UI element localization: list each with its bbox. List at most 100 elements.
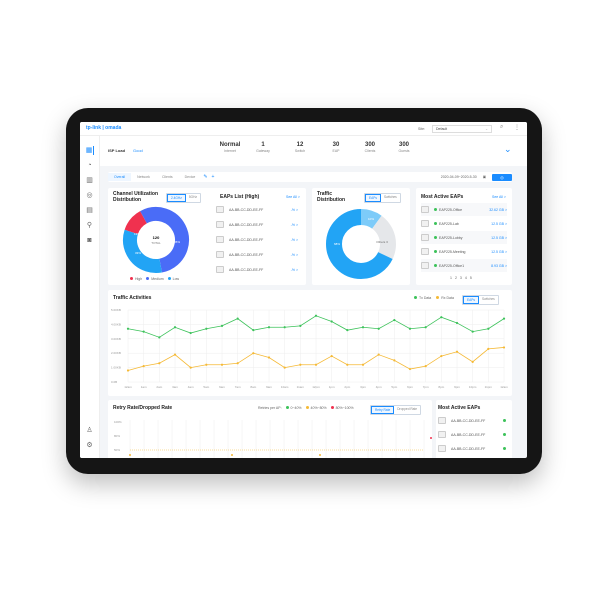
active-eap-row[interactable]: EAP225-Office1 8.93 GB > xyxy=(421,259,507,272)
data-point[interactable] xyxy=(220,363,224,366)
eap-value[interactable]: -% > xyxy=(290,267,298,272)
toggle-eaps[interactable]: EAPs xyxy=(365,194,381,202)
data-point[interactable] xyxy=(283,366,286,369)
eap-row[interactable]: AA-BB-CC-DD-EE-FF -% > xyxy=(216,263,298,276)
data-point[interactable] xyxy=(393,318,396,322)
data-point[interactable] xyxy=(205,363,208,366)
data-point[interactable] xyxy=(252,329,255,332)
toggle-dropped-rate[interactable]: Dropped Rate xyxy=(397,407,418,411)
toggle-eaps[interactable]: EAPs xyxy=(463,296,479,304)
eap-value[interactable]: -% > xyxy=(290,222,298,227)
data-point[interactable] xyxy=(487,327,490,330)
data-point[interactable] xyxy=(158,362,161,365)
eap-row[interactable]: AA-BB-CC-DD-EE-FF -% > xyxy=(216,203,298,216)
page-4[interactable]: 4 xyxy=(464,276,467,280)
data-point[interactable] xyxy=(361,363,365,366)
data-point[interactable] xyxy=(393,359,396,362)
tab-network[interactable]: Network xyxy=(137,175,150,179)
data-point[interactable] xyxy=(440,354,443,358)
dashboard-icon[interactable]: ▦ xyxy=(85,146,94,155)
data-point[interactable] xyxy=(299,363,302,366)
tab-device[interactable]: Device xyxy=(184,175,196,179)
data-point[interactable] xyxy=(330,354,333,358)
data-point[interactable] xyxy=(408,367,412,371)
refresh-button[interactable]: ◎ xyxy=(492,173,512,181)
active-eap-row[interactable]: EAP225-Meeting 12.5 GB > xyxy=(421,245,507,258)
data-point[interactable] xyxy=(189,366,192,369)
eap-traffic[interactable]: 8.93 GB > xyxy=(491,263,507,268)
data-point[interactable] xyxy=(267,326,271,329)
data-point[interactable] xyxy=(126,327,130,330)
data-point[interactable] xyxy=(346,363,349,366)
active-eap-row[interactable]: EAP225-Lobby 12.5 GB > xyxy=(421,231,507,244)
data-point[interactable] xyxy=(231,454,233,456)
data-point[interactable] xyxy=(330,320,333,323)
eap-row[interactable]: AA-BB-CC-DD-EE-FF -% > xyxy=(216,218,298,231)
chevron-down-icon[interactable]: ⌄ xyxy=(504,144,512,154)
data-point[interactable] xyxy=(220,324,224,327)
data-point[interactable] xyxy=(502,346,506,349)
data-point[interactable] xyxy=(424,326,427,329)
data-point[interactable] xyxy=(440,316,443,319)
data-point[interactable] xyxy=(205,327,208,330)
data-point[interactable] xyxy=(487,347,490,350)
eap-traffic[interactable]: 12.5 GB > xyxy=(491,235,507,240)
data-point[interactable] xyxy=(424,365,427,368)
data-point[interactable] xyxy=(142,365,145,368)
page-3[interactable]: 3 xyxy=(459,276,462,280)
page-1[interactable]: 1 xyxy=(450,276,452,280)
data-point[interactable] xyxy=(129,454,131,456)
eap-traffic[interactable]: 12.5 GB > xyxy=(491,249,507,254)
statistics-icon[interactable]: ◔ xyxy=(87,162,92,169)
data-point[interactable] xyxy=(173,353,177,356)
active-eap-row[interactable]: EAP225-Office 32.62 GB > xyxy=(421,203,507,216)
eap-traffic[interactable]: 12.5 GB > xyxy=(491,221,507,226)
search-icon[interactable]: ⌕ xyxy=(500,124,504,130)
page-5[interactable]: 5 xyxy=(469,276,472,280)
site-select[interactable]: Default ⌄ xyxy=(432,125,492,133)
eap-value[interactable]: -% > xyxy=(290,237,298,242)
devices-icon[interactable]: ◎ xyxy=(86,192,93,199)
data-point[interactable] xyxy=(471,360,474,363)
active-eap-row[interactable]: AA-BB-CC-DD-EE-FF xyxy=(438,414,508,427)
settings-icon[interactable]: ⚙ xyxy=(86,442,93,449)
location-icon[interactable]: ⚲ xyxy=(86,222,93,229)
calendar-icon[interactable]: ▣ xyxy=(482,175,486,179)
data-point[interactable] xyxy=(455,321,459,325)
data-point[interactable] xyxy=(283,326,286,329)
data-point[interactable] xyxy=(236,317,239,320)
eap-value[interactable]: -% > xyxy=(290,252,298,257)
data-point[interactable] xyxy=(471,330,474,333)
data-point[interactable] xyxy=(430,437,432,439)
tab-overall[interactable]: Overall xyxy=(108,173,132,181)
data-point[interactable] xyxy=(189,331,192,335)
band-5ghz[interactable]: 5GHz xyxy=(188,195,197,199)
more-icon[interactable]: ⋮ xyxy=(514,125,520,131)
add-icon[interactable]: + xyxy=(211,174,215,180)
data-point[interactable] xyxy=(502,317,506,320)
clients-icon[interactable]: ▤ xyxy=(86,207,93,214)
see-all-link[interactable]: See All > xyxy=(492,195,506,199)
account-icon[interactable]: ♙ xyxy=(86,427,93,434)
map-icon[interactable]: ▥ xyxy=(86,177,93,184)
data-point[interactable] xyxy=(126,369,130,372)
band-24ghz[interactable]: 2.4GHz xyxy=(167,194,186,202)
data-point[interactable] xyxy=(314,314,318,317)
data-point[interactable] xyxy=(455,350,459,353)
data-point[interactable] xyxy=(267,356,271,359)
donut-slice[interactable] xyxy=(326,209,396,279)
edit-icon[interactable]: ✎ xyxy=(203,174,208,180)
eap-value[interactable]: -% > xyxy=(290,207,298,212)
data-point[interactable] xyxy=(299,324,302,327)
toggle-switches[interactable]: Switches xyxy=(481,297,495,301)
donut-slice[interactable] xyxy=(326,209,396,279)
tab-clients[interactable]: Clients xyxy=(161,175,173,179)
eap-row[interactable]: AA-BB-CC-DD-EE-FF -% > xyxy=(216,248,298,261)
eap-row[interactable]: AA-BB-CC-DD-EE-FF -% > xyxy=(216,233,298,246)
data-point[interactable] xyxy=(377,327,380,330)
data-point[interactable] xyxy=(361,326,365,329)
page-2[interactable]: 2 xyxy=(454,276,457,280)
camera-icon[interactable]: ◙ xyxy=(87,237,92,244)
active-eap-row[interactable]: EAP225-Lab 12.5 GB > xyxy=(421,217,507,230)
active-eap-row[interactable]: AA-BB-CC-DD-EE-FF xyxy=(438,442,508,455)
